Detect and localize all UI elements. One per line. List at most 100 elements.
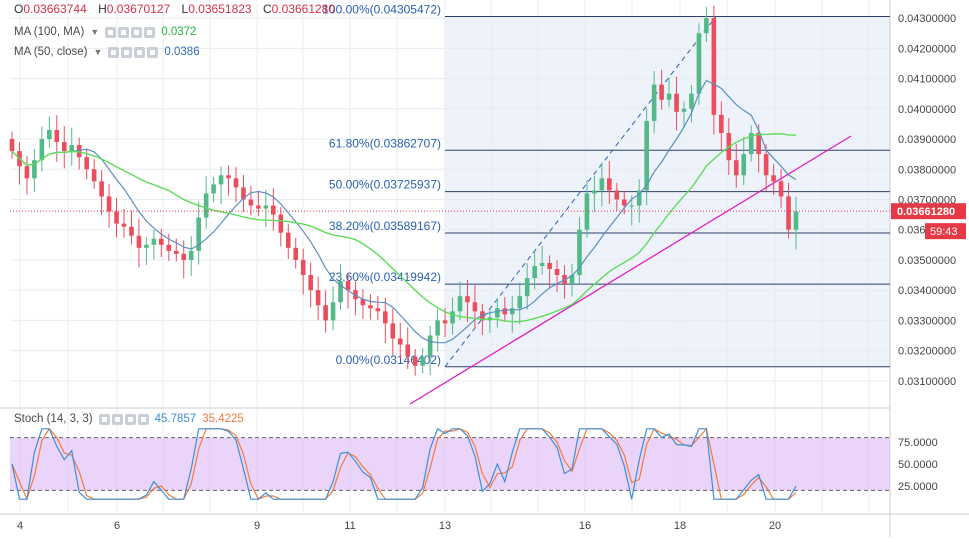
stoch-tick-label: 25.0000 — [898, 481, 938, 493]
candle — [704, 18, 709, 34]
candle — [300, 259, 306, 276]
candle — [554, 268, 560, 276]
open-label: O — [14, 2, 24, 16]
stoch-k-value: 45.7857 — [154, 413, 197, 425]
fib-level-label: 23.60%(0.03419942) — [329, 270, 441, 284]
stoch-label: Stoch (14, 3, 3) — [14, 413, 93, 425]
candle — [450, 311, 455, 324]
candle — [569, 275, 575, 285]
more-icon[interactable] — [124, 413, 136, 425]
candle — [651, 84, 657, 121]
candle — [786, 196, 791, 230]
fib-level-label: 50.00%(0.03725937) — [329, 178, 441, 192]
candle — [173, 250, 179, 254]
candle — [76, 145, 82, 158]
candle — [719, 114, 724, 133]
candle — [47, 129, 52, 140]
candle — [517, 296, 523, 309]
candle — [54, 129, 60, 143]
close-icon[interactable] — [144, 26, 156, 38]
candle — [375, 308, 381, 312]
close-icon[interactable] — [147, 46, 159, 58]
candle — [188, 250, 194, 260]
ma50-controls — [108, 46, 159, 58]
candle — [263, 205, 269, 209]
stoch-tick-label: 75.0000 — [898, 437, 938, 449]
candle — [495, 308, 500, 318]
candle — [285, 232, 291, 248]
fib-level-label: 61.80%(0.03862707) — [329, 136, 441, 150]
candle — [502, 308, 508, 315]
gear-icon[interactable] — [118, 26, 130, 38]
price-tick-label: 0.03300000 — [898, 315, 956, 327]
candle — [733, 160, 739, 176]
price-tick-label: 0.04200000 — [898, 43, 956, 55]
candle — [32, 160, 37, 179]
chevron-down-icon[interactable]: ▼ — [90, 27, 100, 37]
candle — [39, 139, 45, 161]
price-tick-label: 0.03400000 — [898, 285, 956, 297]
candle — [793, 211, 799, 230]
candle — [338, 281, 343, 303]
ma50-label: MA (50, close) — [14, 46, 88, 58]
candle — [293, 247, 299, 260]
chevron-down-icon[interactable]: ▼ — [93, 47, 103, 57]
candle — [763, 154, 769, 176]
gear-icon[interactable] — [121, 46, 133, 58]
candle — [360, 299, 366, 306]
candle — [129, 226, 134, 236]
gear-icon[interactable] — [111, 413, 123, 425]
time-tick-label: 4 — [17, 520, 23, 532]
ma50-line — [11, 79, 797, 344]
time-tick-label: 9 — [254, 520, 260, 532]
candle — [91, 169, 97, 182]
candle — [532, 265, 537, 279]
price-tick-label: 0.04300000 — [898, 13, 956, 25]
candle — [196, 217, 201, 251]
eye-icon[interactable] — [105, 26, 117, 38]
close-icon[interactable] — [137, 413, 149, 425]
ma100-value: 0.0372 — [161, 26, 197, 38]
time-tick-label: 20 — [769, 520, 781, 532]
stoch-tick-label: 50.0000 — [898, 459, 938, 471]
time-tick-label: 18 — [674, 520, 686, 532]
candle — [577, 229, 582, 276]
candle — [420, 356, 425, 366]
price-tick-label: 0.03500000 — [898, 255, 956, 267]
candle — [114, 211, 119, 224]
candle — [442, 320, 448, 324]
candle — [211, 184, 216, 194]
candle — [465, 296, 470, 303]
candle — [330, 302, 336, 321]
candle — [644, 120, 649, 191]
eye-icon[interactable] — [98, 413, 110, 425]
candle — [218, 175, 224, 185]
time-tick-label: 13 — [439, 520, 451, 532]
candle — [681, 108, 687, 112]
ma50-value: 0.0386 — [164, 46, 200, 58]
low-label: L — [181, 2, 189, 16]
current-price-badge — [891, 203, 966, 220]
price-tick-label: 0.04100000 — [898, 74, 956, 86]
current-price-label: 0.03661280 — [897, 206, 955, 218]
ma50-legend[interactable]: MA (50, close) ▼ 0.0386 — [14, 46, 200, 58]
candle — [756, 132, 761, 155]
candle — [159, 238, 164, 245]
candle — [607, 178, 612, 191]
candle — [271, 205, 276, 215]
candle — [405, 344, 411, 357]
candle — [278, 214, 284, 233]
stoch-d-value: 35.4225 — [202, 413, 244, 425]
price-tick-label: 0.03100000 — [898, 376, 956, 388]
stoch-legend[interactable]: Stoch (14, 3, 3) 45.7857 35.4225 — [14, 413, 244, 425]
ma100-legend[interactable]: MA (100, MA) ▼ 0.0372 — [14, 26, 196, 38]
candle — [151, 238, 157, 245]
price-tick-label: 0.03200000 — [898, 346, 956, 358]
more-icon[interactable] — [131, 26, 143, 38]
more-icon[interactable] — [134, 46, 146, 58]
eye-icon[interactable] — [108, 46, 120, 58]
candle — [390, 323, 396, 339]
candle — [748, 132, 754, 155]
